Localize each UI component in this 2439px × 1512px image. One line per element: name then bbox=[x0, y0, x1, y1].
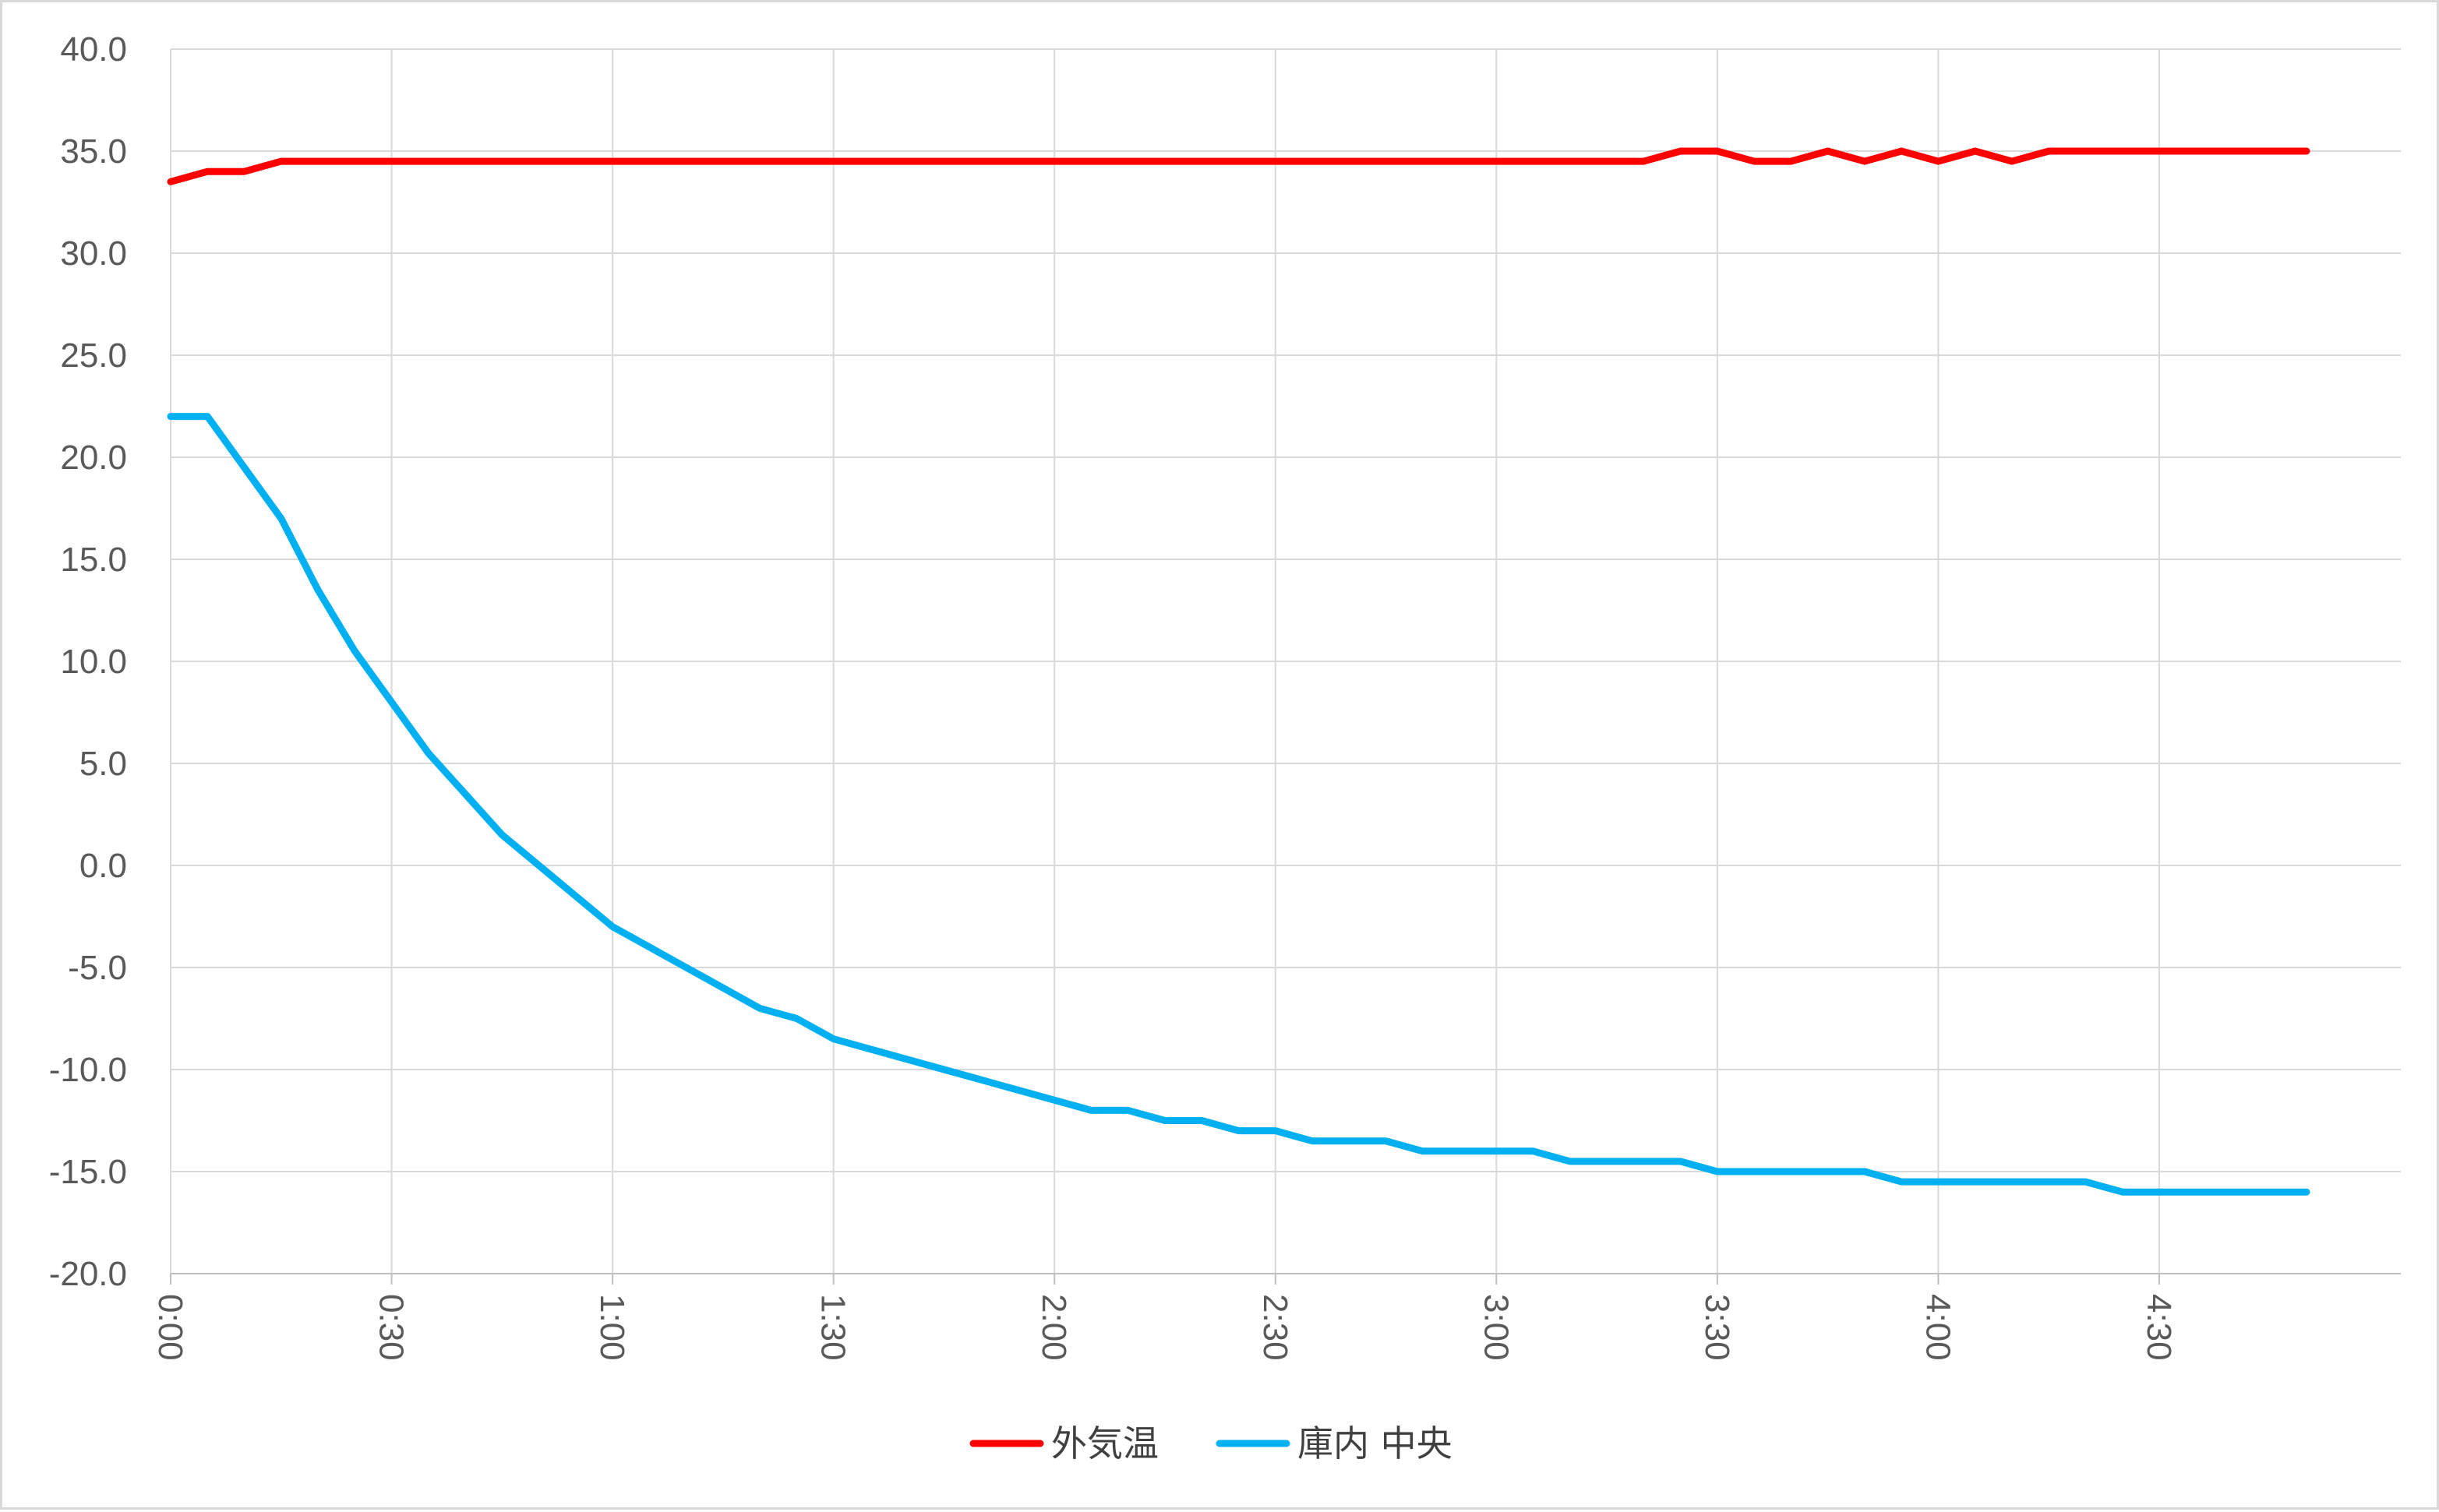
y-tick-label: 0.0 bbox=[79, 847, 127, 885]
y-tick-label: 40.0 bbox=[60, 30, 127, 69]
series-lines bbox=[167, 147, 2310, 1196]
x-tick-label: 0:30 bbox=[372, 1294, 411, 1361]
y-tick-label: 35.0 bbox=[60, 132, 127, 171]
x-tick-label: 1:00 bbox=[593, 1294, 631, 1361]
x-tick-label: 2:00 bbox=[1035, 1294, 1073, 1361]
x-tick-label: 1:30 bbox=[814, 1294, 852, 1361]
y-tick-label: 10.0 bbox=[60, 643, 127, 681]
grid-lines bbox=[170, 48, 2401, 1285]
legend-label: 庫内 中央 bbox=[1297, 1422, 1452, 1464]
x-tick-label: 4:30 bbox=[2140, 1294, 2178, 1361]
y-tick-label: -10.0 bbox=[49, 1051, 127, 1089]
x-tick-label: 2:30 bbox=[1256, 1294, 1294, 1361]
y-tick-label: -15.0 bbox=[49, 1153, 127, 1191]
y-tick-label: -5.0 bbox=[68, 949, 127, 987]
y-tick-label: -20.0 bbox=[49, 1255, 127, 1293]
y-tick-label: 30.0 bbox=[60, 234, 127, 273]
x-tick-label: 0:00 bbox=[151, 1294, 189, 1361]
series-line-inside-center bbox=[167, 413, 2310, 1196]
y-tick-label: 15.0 bbox=[60, 541, 127, 579]
legend-label: 外気温 bbox=[1051, 1422, 1159, 1464]
x-axis-ticks: 0:00 0:30 1:00 1:30 2:00 2:30 3:00 3:30 4:00 4:30 bbox=[151, 1294, 2178, 1361]
x-tick-label: 3:30 bbox=[1698, 1294, 1736, 1361]
y-tick-label: 25.0 bbox=[60, 337, 127, 375]
legend: 外気温 庫内 中央 bbox=[969, 1422, 1452, 1464]
y-tick-label: 20.0 bbox=[60, 439, 127, 477]
x-tick-label: 3:00 bbox=[1477, 1294, 1515, 1361]
x-tick-label: 4:00 bbox=[1918, 1294, 1957, 1361]
y-axis-ticks: -20.0 -15.0 -10.0 -5.0 0.0 5.0 10.0 15.0 20.0 25.… bbox=[49, 30, 127, 1293]
y-tick-label: 5.0 bbox=[79, 745, 127, 783]
series-line-outside-temp bbox=[167, 147, 2310, 185]
